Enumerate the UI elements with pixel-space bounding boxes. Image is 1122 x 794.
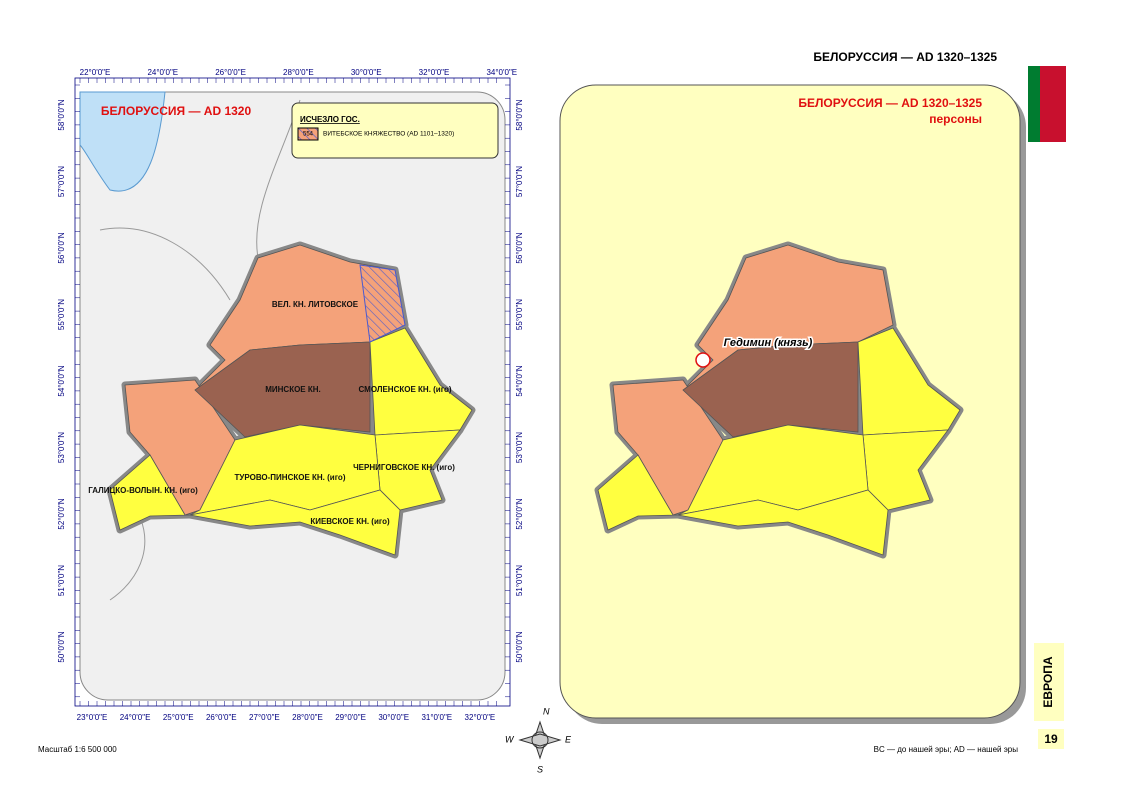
- compass-w: W: [505, 734, 515, 744]
- x-tick-label: 22°0'0"E: [80, 68, 111, 77]
- page-title: БЕЛОРУССИЯ — AD 1320–1325: [813, 50, 997, 64]
- x-tick-label: 32°0'0"E: [465, 713, 496, 722]
- y-tick-label: 50°0'0"N: [515, 631, 524, 662]
- legend-title: ИСЧЕЗЛО ГОС.: [300, 115, 360, 124]
- y-tick-label: 56°0'0"N: [515, 232, 524, 263]
- y-tick-label: 51°0'0"N: [515, 565, 524, 596]
- y-tick-label: 52°0'0"N: [515, 498, 524, 529]
- y-tick-label: 57°0'0"N: [515, 166, 524, 197]
- region-label: ГАЛИЦКО-ВОЛЫН. КН. (иго): [88, 486, 198, 495]
- x-tick-label: 25°0'0"E: [163, 713, 194, 722]
- x-tick-label: 27°0'0"E: [249, 713, 280, 722]
- x-tick-label: 28°0'0"E: [283, 68, 314, 77]
- right-map: [594, 241, 964, 559]
- compass-s: S: [537, 764, 543, 774]
- y-tick-label: 58°0'0"N: [57, 99, 66, 130]
- region: [189, 489, 401, 556]
- page-number: 19: [1044, 732, 1058, 746]
- person-label: Гедимин (князь): [724, 337, 813, 349]
- y-tick-label: 52°0'0"N: [57, 498, 66, 529]
- region: [682, 341, 859, 438]
- page-tab: [1038, 729, 1064, 749]
- lake: [79, 91, 166, 192]
- x-tick-label: 29°0'0"E: [335, 713, 366, 722]
- region: [194, 341, 371, 438]
- legend-code: 554: [303, 132, 314, 138]
- compass-n: N: [543, 706, 550, 716]
- flag-stripe: [1028, 66, 1040, 142]
- y-tick-label: 50°0'0"N: [57, 631, 66, 662]
- y-tick-label: 53°0'0"N: [515, 432, 524, 463]
- y-tick-label: 55°0'0"N: [515, 299, 524, 330]
- legend-item: ВИТЕБСКОЕ КНЯЖЕСТВО (AD 1101–1320): [323, 131, 454, 138]
- x-tick-label: 24°0'0"E: [147, 68, 178, 77]
- region-label: ЧЕРНИГОВСКОЕ КН. (иго): [353, 463, 455, 472]
- left-map-title: БЕЛОРУССИЯ — AD 1320: [101, 104, 252, 118]
- y-tick-label: 57°0'0"N: [57, 166, 66, 197]
- person-icon: [695, 352, 711, 368]
- region: [677, 489, 889, 556]
- right-map-title: БЕЛОРУССИЯ — AD 1320–1325: [798, 96, 982, 110]
- x-tick-label: 32°0'0"E: [419, 68, 450, 77]
- y-tick-label: 53°0'0"N: [57, 432, 66, 463]
- y-tick-label: 58°0'0"N: [515, 99, 524, 130]
- section-label: ЕВРОПА: [1041, 656, 1055, 707]
- x-tick-label: 24°0'0"E: [120, 713, 151, 722]
- y-tick-label: 54°0'0"N: [515, 365, 524, 396]
- x-tick-label: 23°0'0"E: [77, 713, 108, 722]
- region-label: МИНСКОЕ КН.: [265, 385, 321, 394]
- x-tick-label: 34°0'0"E: [486, 68, 517, 77]
- vitebsk-area: [359, 264, 406, 343]
- x-tick-label: 31°0'0"E: [421, 713, 452, 722]
- y-tick-label: 51°0'0"N: [57, 565, 66, 596]
- section-tab: [1034, 643, 1064, 721]
- x-tick-label: 26°0'0"E: [215, 68, 246, 77]
- region-label: ТУРОВО-ПИНСКОЕ КН. (иго): [235, 473, 346, 482]
- footnote: BC — до нашей эры; AD — нашей эры: [874, 745, 1019, 754]
- region-label: ВЕЛ. КН. ЛИТОВСКОЕ: [272, 300, 359, 309]
- x-tick-label: 30°0'0"E: [378, 713, 409, 722]
- left-map: [106, 241, 476, 559]
- compass-e: E: [565, 734, 572, 744]
- x-tick-label: 26°0'0"E: [206, 713, 237, 722]
- legend: [291, 102, 499, 159]
- y-tick-label: 54°0'0"N: [57, 365, 66, 396]
- y-tick-label: 56°0'0"N: [57, 232, 66, 263]
- x-tick-label: 30°0'0"E: [351, 68, 382, 77]
- legend-swatch: [297, 127, 319, 141]
- compass: [518, 720, 562, 760]
- region-label: СМОЛЕНСКОЕ КН. (иго): [359, 385, 452, 394]
- x-tick-label: 28°0'0"E: [292, 713, 323, 722]
- right-map-subtitle: персоны: [929, 112, 982, 126]
- region-label: КИЕВСКОЕ КН. (иго): [310, 517, 390, 526]
- scale: Масштаб 1:6 500 000: [38, 745, 117, 754]
- y-tick-label: 55°0'0"N: [57, 299, 66, 330]
